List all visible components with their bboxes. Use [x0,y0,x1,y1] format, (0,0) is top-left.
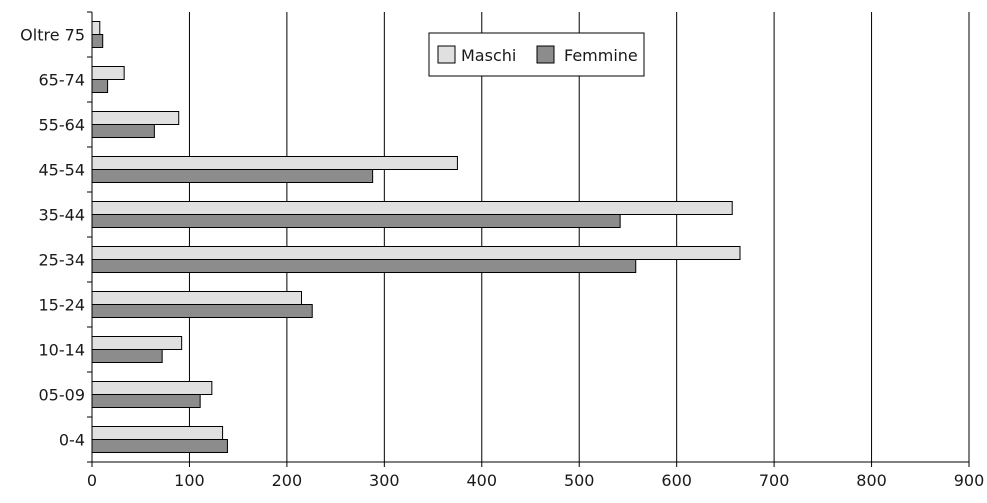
x-tick-label: 700 [759,471,790,490]
y-tick-label: 15-24 [39,296,86,315]
y-tick-label: 0-4 [59,431,85,450]
y-tick-label: Oltre 75 [20,26,85,45]
bar-femmine-05-09 [91,394,201,408]
x-tick-label: 900 [954,471,985,490]
legend-swatch-maschi [437,45,456,64]
bar-femmine-15-24 [91,304,313,318]
x-tick-label: 400 [467,471,498,490]
bar-femmine-0-4 [91,439,228,453]
legend-label-femmine: Femmine [564,46,638,65]
bar-maschi-45-54 [91,156,458,170]
bar-maschi-oltre-75 [91,21,101,35]
y-tick-label: 35-44 [39,206,86,225]
y-tick-label: 45-54 [39,161,86,180]
y-tick-label: 25-34 [39,251,86,270]
bar-maschi-0-4 [91,426,224,440]
x-tick-label: 800 [856,471,887,490]
bar-maschi-25-34 [91,246,741,260]
bars [91,21,741,453]
bar-maschi-55-64 [91,111,180,125]
bar-femmine-25-34 [91,259,637,273]
y-tick-label: 55-64 [39,116,86,135]
bar-femmine-10-14 [91,349,163,363]
x-tick-label: 200 [272,471,303,490]
bar-femmine-55-64 [91,124,155,138]
bar-maschi-15-24 [91,291,303,305]
bar-maschi-05-09 [91,381,213,395]
tick-labels: 0 100 200 300 400 500 600 700 800 900 Oltre 75 65-7… [20,26,984,491]
axes [87,11,970,467]
bar-femmine-45-54 [91,169,374,183]
y-tick-label: 10-14 [39,341,86,360]
grid-lines [188,12,970,462]
bar-femmine-65-74 [91,79,109,93]
bar-maschi-65-74 [91,66,125,80]
x-tick-label: 500 [564,471,595,490]
y-tick-label: 65-74 [39,71,86,90]
bar-maschi-10-14 [91,336,183,350]
x-tick-label: 600 [661,471,692,490]
x-tick-label: 100 [174,471,205,490]
bar-femmine-35-44 [91,214,621,228]
x-tick-label: 300 [369,471,400,490]
x-tick-label: 0 [87,471,97,490]
y-tick-label: 05-09 [39,386,86,405]
bar-maschi-35-44 [91,201,733,215]
bar-femmine-oltre-75 [91,34,104,48]
legend-label-maschi: Maschi [461,46,516,65]
legend-swatch-femmine [536,45,555,64]
legend: Maschi Femmine [428,32,645,77]
